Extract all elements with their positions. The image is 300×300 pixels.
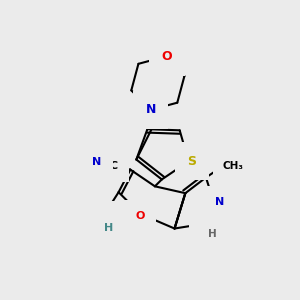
Text: O: O bbox=[136, 211, 145, 221]
Text: N: N bbox=[215, 197, 224, 207]
Text: S: S bbox=[187, 155, 196, 168]
Text: N: N bbox=[92, 157, 102, 167]
Text: N: N bbox=[200, 220, 210, 230]
Text: NH: NH bbox=[96, 212, 114, 222]
Text: H: H bbox=[208, 230, 217, 239]
Text: N: N bbox=[146, 103, 156, 116]
Text: CH₃: CH₃ bbox=[223, 161, 244, 171]
Text: O: O bbox=[162, 50, 172, 63]
Text: H: H bbox=[104, 223, 113, 232]
Text: C: C bbox=[110, 161, 118, 171]
